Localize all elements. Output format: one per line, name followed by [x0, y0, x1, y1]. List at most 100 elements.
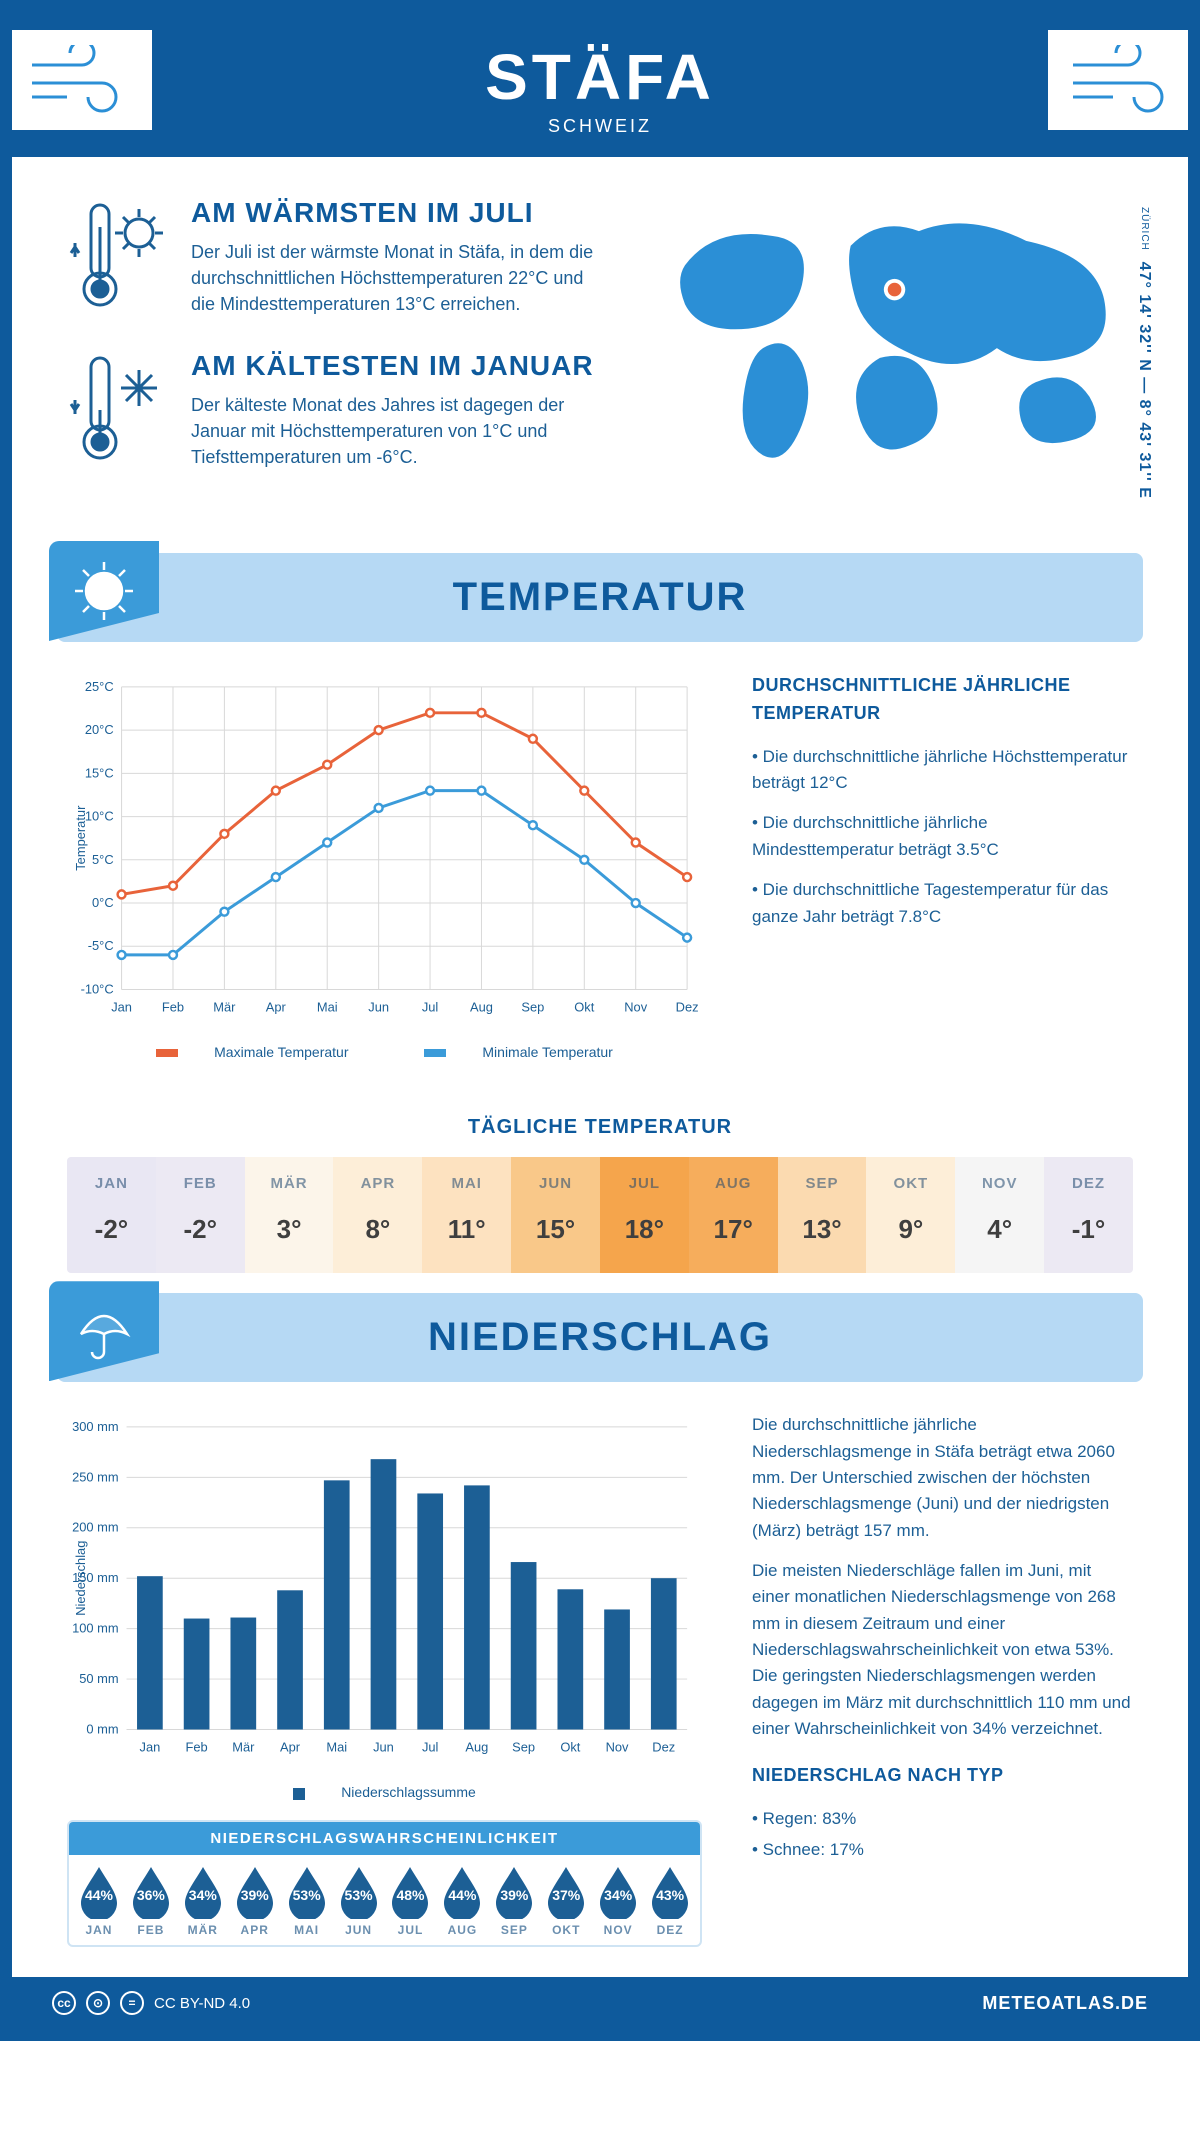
- svg-text:Apr: Apr: [266, 999, 287, 1014]
- precip-para-1: Die durchschnittliche jährliche Niedersc…: [752, 1412, 1133, 1544]
- prob-cell: 37% OKT: [540, 1865, 592, 1937]
- precip-legend: Niederschlagssumme: [67, 1774, 702, 1810]
- svg-text:-5°C: -5°C: [88, 938, 114, 953]
- coordinates: ZÜRICH 47° 14' 32'' N — 8° 43' 31'' E: [1135, 207, 1153, 499]
- by-icon: ⊙: [86, 1991, 110, 2015]
- svg-text:5°C: 5°C: [92, 852, 114, 867]
- svg-text:Jul: Jul: [422, 1740, 438, 1755]
- svg-text:100 mm: 100 mm: [72, 1621, 119, 1636]
- svg-text:Aug: Aug: [470, 999, 493, 1014]
- svg-text:-10°C: -10°C: [81, 981, 114, 996]
- daily-temp-title: TÄGLICHE TEMPERATUR: [12, 1116, 1188, 1139]
- raindrop-icon: 44%: [440, 1865, 484, 1919]
- facts-column: AM WÄRMSTEN IM JULI Der Juli ist der wär…: [67, 197, 606, 503]
- svg-text:Nov: Nov: [624, 999, 647, 1014]
- intro-row: AM WÄRMSTEN IM JULI Der Juli ist der wär…: [12, 157, 1188, 533]
- daily-temp-cell: SEP13°: [778, 1157, 867, 1273]
- section-title-precipitation: NIEDERSCHLAG: [57, 1315, 1143, 1360]
- fact-coldest: AM KÄLTESTEN IM JANUAR Der kälteste Mona…: [67, 350, 606, 475]
- svg-text:Niederschlag: Niederschlag: [73, 1541, 88, 1616]
- svg-text:Temperatur: Temperatur: [73, 805, 88, 871]
- svg-text:250 mm: 250 mm: [72, 1469, 119, 1484]
- umbrella-badge-icon: [49, 1281, 159, 1381]
- page-title: STÄFA: [12, 40, 1188, 114]
- temperature-legend: Maximale Temperatur Minimale Temperatur: [67, 1034, 702, 1070]
- svg-text:Sep: Sep: [512, 1740, 535, 1755]
- precipitation-probability-box: NIEDERSCHLAGSWAHRSCHEINLICHKEIT 44% JAN …: [67, 1820, 702, 1947]
- svg-text:Mär: Mär: [232, 1740, 255, 1755]
- nd-icon: =: [120, 1991, 144, 2015]
- svg-text:Jul: Jul: [422, 999, 438, 1014]
- page-subtitle: SCHWEIZ: [12, 116, 1188, 137]
- footer: cc ⊙ = CC BY-ND 4.0 METEOATLAS.DE: [12, 1977, 1188, 2029]
- cc-icon: cc: [52, 1991, 76, 2015]
- wind-icon-right: [1048, 30, 1188, 130]
- svg-text:Mär: Mär: [213, 999, 236, 1014]
- prob-title: NIEDERSCHLAGSWAHRSCHEINLICHKEIT: [69, 1822, 700, 1855]
- precip-type-title: NIEDERSCHLAG NACH TYP: [752, 1762, 1133, 1790]
- temperature-summary: DURCHSCHNITTLICHE JÄHRLICHE TEMPERATUR •…: [752, 672, 1133, 1070]
- fact-warmest-title: AM WÄRMSTEN IM JULI: [191, 197, 606, 229]
- daily-temp-cell: MAI11°: [422, 1157, 511, 1273]
- raindrop-icon: 34%: [596, 1865, 640, 1919]
- svg-text:Okt: Okt: [574, 999, 594, 1014]
- daily-temp-cell: AUG17°: [689, 1157, 778, 1273]
- precip-para-2: Die meisten Niederschläge fallen im Juni…: [752, 1558, 1133, 1742]
- temp-bullet-3: • Die durchschnittliche Tagestemperatur …: [752, 877, 1133, 930]
- daily-temp-cell: DEZ-1°: [1044, 1157, 1133, 1273]
- svg-text:Feb: Feb: [162, 999, 184, 1014]
- world-map-icon: [646, 197, 1133, 475]
- svg-text:Aug: Aug: [465, 1740, 488, 1755]
- daily-temp-cell: APR8°: [333, 1157, 422, 1273]
- temp-bullet-2: • Die durchschnittliche jährliche Mindes…: [752, 810, 1133, 863]
- wind-icon-left: [12, 30, 152, 130]
- section-head-temperature: TEMPERATUR: [57, 553, 1143, 642]
- svg-text:0°C: 0°C: [92, 895, 114, 910]
- svg-text:15°C: 15°C: [85, 765, 114, 780]
- infographic-page: STÄFA SCHWEIZ AM WÄRMSTEN IM JULI Der Ju…: [0, 0, 1200, 2041]
- precipitation-summary: Die durchschnittliche jährliche Niedersc…: [752, 1412, 1133, 1947]
- precip-type-b1: • Regen: 83%: [752, 1806, 1133, 1832]
- temperature-line-chart: -10°C-5°C0°C5°C10°C15°C20°C25°CJanFebMär…: [67, 672, 702, 1070]
- sun-badge-icon: [49, 541, 159, 641]
- prob-cell: 48% JUL: [385, 1865, 437, 1937]
- raindrop-icon: 43%: [648, 1865, 692, 1919]
- svg-text:Mai: Mai: [326, 1740, 347, 1755]
- svg-text:Dez: Dez: [652, 1740, 675, 1755]
- svg-text:Feb: Feb: [186, 1740, 208, 1755]
- daily-temp-cell: NOV4°: [955, 1157, 1044, 1273]
- daily-temp-cell: FEB-2°: [156, 1157, 245, 1273]
- raindrop-icon: 53%: [337, 1865, 381, 1919]
- header: STÄFA SCHWEIZ: [12, 12, 1188, 157]
- svg-text:Jan: Jan: [140, 1740, 161, 1755]
- prob-cell: 34% NOV: [592, 1865, 644, 1937]
- prob-cell: 44% AUG: [436, 1865, 488, 1937]
- raindrop-icon: 37%: [544, 1865, 588, 1919]
- svg-text:25°C: 25°C: [85, 679, 114, 694]
- svg-text:Okt: Okt: [560, 1740, 580, 1755]
- svg-text:Nov: Nov: [606, 1740, 629, 1755]
- prob-cell: 39% SEP: [488, 1865, 540, 1937]
- fact-coldest-title: AM KÄLTESTEN IM JANUAR: [191, 350, 606, 382]
- svg-text:Apr: Apr: [280, 1740, 301, 1755]
- svg-text:200 mm: 200 mm: [72, 1520, 119, 1535]
- svg-text:50 mm: 50 mm: [79, 1671, 118, 1686]
- svg-text:Jan: Jan: [111, 999, 132, 1014]
- prob-cell: 39% APR: [229, 1865, 281, 1937]
- license: cc ⊙ = CC BY-ND 4.0: [52, 1991, 250, 2015]
- raindrop-icon: 53%: [285, 1865, 329, 1919]
- fact-warmest: AM WÄRMSTEN IM JULI Der Juli ist der wär…: [67, 197, 606, 322]
- prob-cell: 34% MÄR: [177, 1865, 229, 1937]
- daily-temp-cell: JUL18°: [600, 1157, 689, 1273]
- section-head-precipitation: NIEDERSCHLAG: [57, 1293, 1143, 1382]
- precip-type-b2: • Schnee: 17%: [752, 1837, 1133, 1863]
- svg-text:20°C: 20°C: [85, 722, 114, 737]
- temp-summary-title: DURCHSCHNITTLICHE JÄHRLICHE TEMPERATUR: [752, 672, 1133, 728]
- raindrop-icon: 48%: [388, 1865, 432, 1919]
- map-column: ZÜRICH 47° 14' 32'' N — 8° 43' 31'' E: [646, 197, 1133, 503]
- raindrop-icon: 39%: [233, 1865, 277, 1919]
- daily-temp-cell: JUN15°: [511, 1157, 600, 1273]
- daily-temp-cell: OKT9°: [866, 1157, 955, 1273]
- fact-coldest-text: Der kälteste Monat des Jahres ist dagege…: [191, 392, 606, 470]
- temperature-row: -10°C-5°C0°C5°C10°C15°C20°C25°CJanFebMär…: [12, 642, 1188, 1100]
